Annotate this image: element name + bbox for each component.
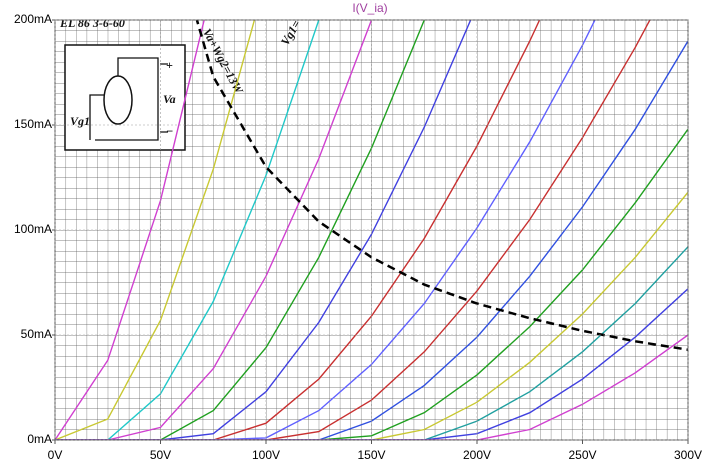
x-tick-label: 250V xyxy=(568,448,596,462)
y-tick-label: 50mA xyxy=(21,327,52,341)
x-tick-label: 0V xyxy=(48,448,63,462)
curve xyxy=(55,20,373,440)
annotation: EL 86 3-6-60 xyxy=(59,16,125,30)
curve xyxy=(55,20,596,440)
annotation: Va xyxy=(163,92,176,106)
x-tick-label: 50V xyxy=(150,448,171,462)
x-tick-label: 150V xyxy=(357,448,385,462)
annotation: Vg1 xyxy=(70,114,90,128)
x-tick-label: 300V xyxy=(674,448,702,462)
y-tick-label: 150mA xyxy=(14,117,52,131)
plus-sign: + xyxy=(166,58,173,72)
y-tick-label: 100mA xyxy=(14,222,52,236)
curve xyxy=(55,20,472,440)
chart-title: I(V_ia) xyxy=(352,1,387,15)
curve xyxy=(55,20,320,440)
inset-schematic: + − Va Vg1 xyxy=(64,44,186,151)
curve xyxy=(55,246,688,440)
curve xyxy=(55,20,426,440)
x-tick-label: 100V xyxy=(252,448,280,462)
minus-sign: − xyxy=(166,124,173,138)
curve xyxy=(55,288,688,440)
curve xyxy=(195,20,688,351)
curve xyxy=(55,20,205,440)
x-tick-label: 200V xyxy=(463,448,491,462)
y-tick-label: 0mA xyxy=(27,432,52,446)
curve xyxy=(55,20,541,440)
y-tick-label: 200mA xyxy=(14,12,52,26)
